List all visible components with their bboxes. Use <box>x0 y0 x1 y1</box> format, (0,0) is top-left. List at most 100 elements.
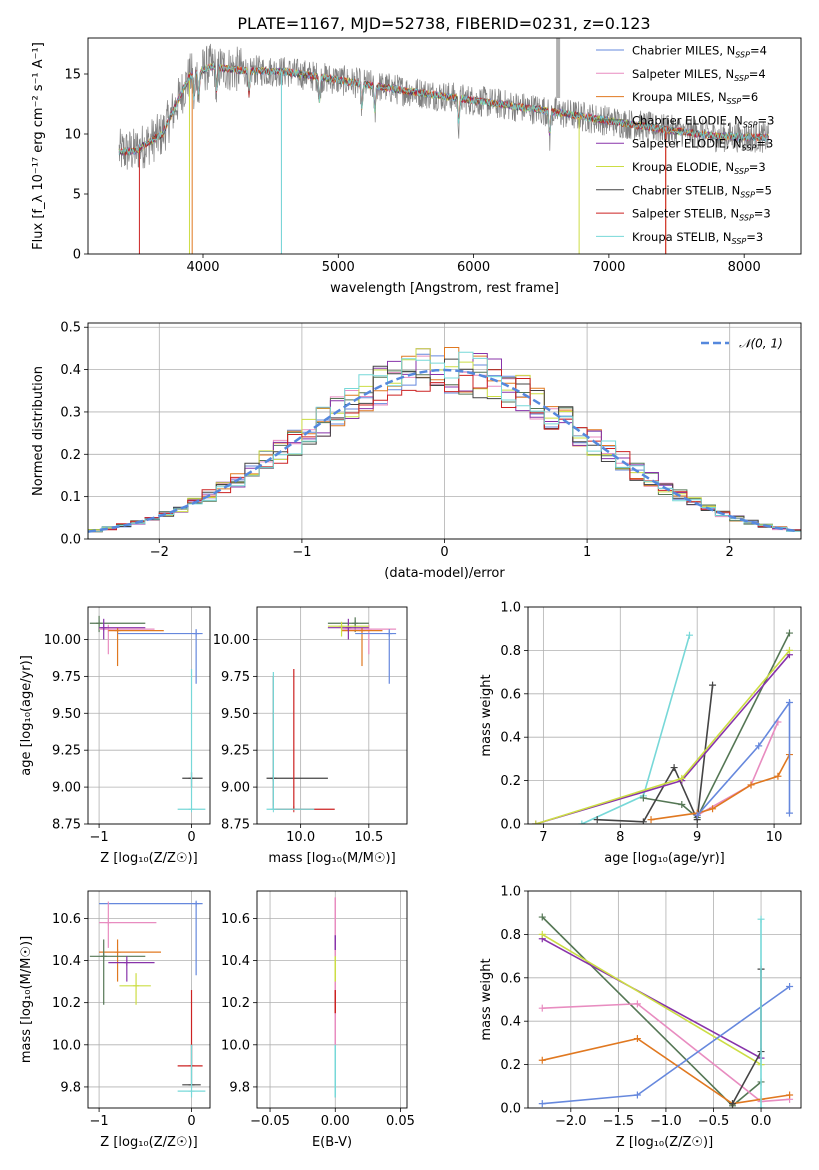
y-tick-label: 9.8 <box>229 1080 250 1095</box>
x-tick-label: −1.5 <box>603 1114 635 1129</box>
y-tick-label: 5 <box>73 188 81 203</box>
y-tick-label: 10.4 <box>221 954 250 969</box>
y-tick-label: 0.0 <box>500 818 521 833</box>
legend-count: =3 <box>758 113 775 127</box>
panel-residuals: −2 −1 0 1 2 0.0 0.1 0.2 0.3 0.4 0.5 (data-model)/er… <box>31 321 802 581</box>
y-tick-label: 9.75 <box>221 670 250 685</box>
y-axis-label: mass weight <box>479 674 494 756</box>
x-axis-label: Z [log₁₀(Z/Z☉)] <box>100 851 197 866</box>
weight-line <box>643 632 791 819</box>
x-axis-label: wavelength [Angstrom, rest frame] <box>330 281 559 296</box>
point-marker <box>188 806 195 813</box>
legend-label: Chabrier MILES, NSSP=4 <box>632 44 767 60</box>
x-tick-label: 1 <box>583 545 591 560</box>
panel-age-vs-Z: −1 0 8.75 9.00 9.25 9.50 9.75 10.00 Z [log₁₀(Z/Z… <box>19 606 211 866</box>
legend-label: Salpeter ELODIE, NSSP=3 <box>632 137 773 153</box>
y-tick-label: 0.4 <box>500 731 521 746</box>
point-marker <box>365 626 372 633</box>
legend-count: =4 <box>749 67 766 81</box>
legend-subscript: SSP <box>739 214 754 223</box>
legend-subscript: SSP <box>734 74 749 83</box>
y-tick-label: 0.1 <box>60 490 81 505</box>
y-tick-label: 10.6 <box>52 912 81 927</box>
x-axis-label: Z [log₁₀(Z/Z☉)] <box>616 1135 713 1150</box>
x-axis-label: mass [log₁₀(M/M☉)] <box>268 851 395 866</box>
y-tick-label: 0.2 <box>500 774 521 789</box>
point-marker <box>386 630 393 637</box>
y-tick-label: 9.75 <box>52 670 81 685</box>
x-axis-label: Z [log₁₀(Z/Z☉)] <box>100 1135 197 1150</box>
weight-marker <box>757 915 765 923</box>
x-tick-label: −0.05 <box>250 1114 290 1129</box>
weight-line <box>696 699 791 816</box>
y-tick-label: 15 <box>64 68 81 83</box>
x-tick-label: −1 <box>90 1114 109 1129</box>
weight-marker <box>785 698 793 706</box>
weight-line <box>541 916 762 1107</box>
point-marker <box>100 624 107 631</box>
x-tick-label: 6000 <box>457 260 490 275</box>
x-axis-label: age [log₁₀(age/yr)] <box>604 851 725 866</box>
y-tick-label: 8.75 <box>221 818 250 833</box>
y-tick-label: 0.3 <box>60 405 81 420</box>
point-marker <box>338 623 345 630</box>
legend-label: Chabrier STELIB, NSSP=5 <box>632 183 772 199</box>
y-tick-label: 10.4 <box>52 954 81 969</box>
x-tick-label: −2.0 <box>555 1114 587 1129</box>
y-tick-label: 9.25 <box>221 744 250 759</box>
weight-marker <box>678 774 686 782</box>
x-tick-label: 9 <box>693 830 701 845</box>
weight-marker <box>786 1091 794 1099</box>
weight-marker <box>774 772 782 780</box>
weight-line <box>731 969 762 1105</box>
point-marker <box>345 624 352 631</box>
y-tick-label: 0.4 <box>60 363 81 378</box>
y-axis-label: mass [log₁₀(M/M☉)] <box>19 936 34 1063</box>
y-axis-label: age [log₁₀(age/yr)] <box>19 655 34 776</box>
y-tick-label: 8.75 <box>52 818 81 833</box>
weight-marker <box>647 816 655 824</box>
weight-marker <box>757 1104 765 1108</box>
x-tick-label: 0 <box>187 830 195 845</box>
legend-label: Kroupa STELIB, NSSP=3 <box>632 230 763 246</box>
legend-label: Salpeter STELIB, NSSP=3 <box>632 207 771 223</box>
x-tick-label: −0.5 <box>698 1114 730 1129</box>
point-marker <box>193 630 200 637</box>
weight-marker <box>670 764 678 772</box>
spectrum-data <box>118 43 769 170</box>
weight-marker <box>538 913 546 921</box>
y-tick-label: 1.0 <box>500 885 521 900</box>
y-tick-label: 10.00 <box>213 633 250 648</box>
y-tick-label: 9.8 <box>60 1080 81 1095</box>
legend-label: Kroupa ELODIE, NSSP=3 <box>632 160 766 176</box>
weight-marker <box>538 1056 546 1064</box>
weight-line <box>541 933 762 1066</box>
x-tick-label: 7000 <box>592 260 625 275</box>
point-marker <box>114 949 121 956</box>
x-tick-label: 10.0 <box>286 830 315 845</box>
y-tick-label: 10.0 <box>221 1038 250 1053</box>
legend-label: Kroupa MILES, NSSP=6 <box>632 90 758 106</box>
legend-count: =3 <box>749 160 766 174</box>
weight-marker <box>639 794 647 802</box>
plot-area <box>88 347 801 539</box>
panel-weight-vs-age: 7 8 9 10 0.0 0.2 0.4 0.6 0.8 1.0 age [log₁₀(age/yr… <box>479 601 802 866</box>
x-tick-label: 0 <box>187 1114 195 1129</box>
point-marker <box>193 900 200 907</box>
x-tick-label: 4000 <box>186 260 219 275</box>
x-axis-label: (data-model)/error <box>384 566 505 581</box>
legend-count: =3 <box>746 230 763 244</box>
legend-subscript: SSP <box>727 97 742 106</box>
weight-marker <box>538 1004 546 1012</box>
point-marker <box>123 959 130 966</box>
y-tick-label: 10.2 <box>221 996 250 1011</box>
weight-marker <box>633 1091 641 1099</box>
x-tick-label: 8000 <box>728 260 761 275</box>
x-tick-label: −1 <box>90 830 109 845</box>
y-tick-label: 9.50 <box>52 707 81 722</box>
x-tick-label: 2 <box>726 545 734 560</box>
y-tick-label: 0.6 <box>500 687 521 702</box>
histogram-step <box>88 369 801 539</box>
y-axis-label: Flux [f_λ 10⁻¹⁷ erg cm⁻² s⁻¹ A⁻¹] <box>31 42 46 250</box>
